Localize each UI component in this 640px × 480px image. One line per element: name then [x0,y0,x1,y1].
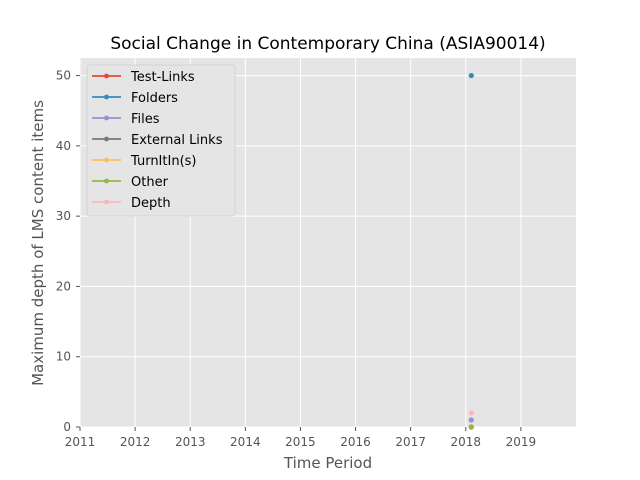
data-point-other [468,424,474,430]
legend-label-folders: Folders [131,91,178,106]
x-tick-label: 2011 [65,435,96,449]
x-tick-label: 2013 [175,435,206,449]
legend-label-external-links: External Links [131,133,223,148]
x-tick-label: 2014 [230,435,261,449]
data-point-folders [468,72,474,79]
legend-marker-folders [104,94,109,100]
legend-label-files: Files [131,112,160,127]
y-tick-label: 40 [56,139,71,153]
legend-label-turnitin-s: TurnItIn(s) [130,154,196,169]
x-axis-label: Time Period [283,454,372,472]
legend-box [86,64,236,217]
legend-label-other: Other [131,175,169,190]
x-tick-label: 2012 [120,435,151,449]
data-point-depth [468,410,474,416]
legend-marker-other [104,178,109,184]
y-tick-label: 20 [56,279,71,293]
legend-label-depth: Depth [131,196,171,211]
x-tick-label: 2017 [395,435,426,449]
axis-ticks: 2011 2012 2013 2014 2015 2016 2017 2018 2019 0 10 2… [56,69,536,449]
legend-marker-files [104,115,109,121]
legend-marker-turnitin-s [104,157,109,163]
y-axis-label: Maximum depth of LMS content items [29,100,47,386]
legend: Test-Links Folders Files External Links Turn… [86,64,236,217]
data-point-files [468,417,474,423]
x-tick-label: 2015 [285,435,316,449]
data-points [468,72,474,430]
legend-marker-test-links [104,73,109,79]
y-tick-label: 10 [56,350,71,364]
y-tick-label: 0 [63,420,71,434]
x-tick-label: 2016 [340,435,371,449]
chart-title: Social Change in Contemporary China (ASI… [110,34,545,54]
x-tick-label: 2019 [506,435,537,449]
legend-marker-depth [104,199,109,205]
y-tick-label: 50 [56,69,71,83]
x-tick-label: 2018 [451,435,482,449]
legend-marker-external-links [104,136,109,142]
y-tick-label: 30 [56,209,71,223]
legend-label-test-links: Test-Links [130,70,195,85]
